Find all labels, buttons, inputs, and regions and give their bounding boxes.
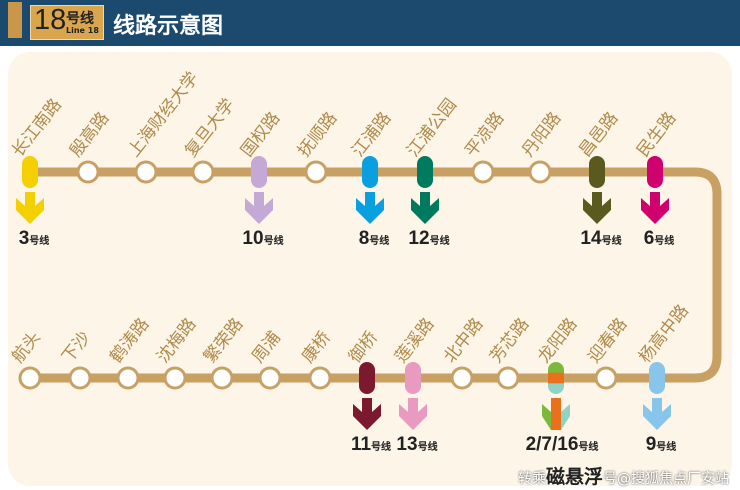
transfer-arrow-icon xyxy=(399,398,427,430)
transfer-line-label: 3号线 xyxy=(19,228,50,250)
line-en: Line 18 xyxy=(66,26,99,35)
transfer-suffix: 号线 xyxy=(654,236,675,247)
station-dot xyxy=(471,160,495,184)
transfer-suffix: 号线 xyxy=(371,442,392,453)
transfer-suffix: 号线 xyxy=(578,442,599,453)
transfer-arrow-icon xyxy=(643,398,671,430)
transfer-line-label: 6号线 xyxy=(644,228,675,250)
station-dot xyxy=(116,366,140,390)
station-dot xyxy=(210,366,234,390)
transfer-line-label: 10号线 xyxy=(242,228,283,250)
transfer-suffix: 号线 xyxy=(656,442,677,453)
station-dot xyxy=(134,160,158,184)
transfer-pill xyxy=(405,362,421,394)
transfer-line-number: 11 xyxy=(350,434,372,455)
transfer-line-label: 11号线 xyxy=(351,434,391,456)
line-badge: 18 号线 Line 18 xyxy=(30,4,104,40)
transfer-line-number: 9 xyxy=(645,434,657,455)
station-dot xyxy=(191,160,215,184)
station-dot xyxy=(450,366,474,390)
transfer-pill xyxy=(251,156,267,188)
transfer-arrow-icon xyxy=(411,192,439,224)
transfer-line-number: 14 xyxy=(580,228,602,249)
transfer-line-number: 10 xyxy=(242,228,264,249)
transfer-suffix: 号线 xyxy=(417,442,438,453)
transfer-pill xyxy=(589,156,605,188)
transfer-suffix: 号线 xyxy=(369,236,390,247)
transfer-line-label: 12号线 xyxy=(408,228,449,250)
transfer-pill xyxy=(417,156,433,188)
transfer-pill xyxy=(22,156,38,188)
transfer-line-number: 13 xyxy=(396,434,418,455)
line-number: 18 xyxy=(34,4,67,36)
transfer-pill xyxy=(362,156,378,188)
transfer-arrow-icon xyxy=(561,404,570,430)
page-title: 线路示意图 xyxy=(113,14,224,39)
transfer-line-label: 2/7/16号线 xyxy=(526,434,599,456)
transfer-line-label: 8号线 xyxy=(359,228,390,250)
transfer-pill xyxy=(647,156,663,188)
transfer-line-number: 6 xyxy=(643,228,655,249)
transfer-pill xyxy=(649,362,665,394)
station-dot xyxy=(528,160,552,184)
station-dot xyxy=(18,366,42,390)
station-dot xyxy=(496,366,520,390)
station-dot xyxy=(258,366,282,390)
transfer-arrow-icon xyxy=(542,404,551,430)
transfer-arrow-icon xyxy=(356,192,384,224)
station-dot xyxy=(308,366,332,390)
transfer-arrow-icon xyxy=(16,192,44,224)
transfer-suffix: 号线 xyxy=(263,236,284,247)
transfer-arrow-icon xyxy=(551,398,561,430)
header: 18 号线 Line 18 线路示意图 xyxy=(0,0,740,46)
transfer-pill xyxy=(548,383,564,394)
transfer-arrow-icon xyxy=(353,398,381,430)
transfer-pill xyxy=(359,362,375,394)
transfer-arrow-icon xyxy=(245,192,273,224)
transfer-pill xyxy=(548,362,564,374)
transfer-line-number: 12 xyxy=(408,228,430,249)
station-dot xyxy=(304,160,328,184)
station-dot xyxy=(68,366,92,390)
transfer-suffix: 号线 xyxy=(429,236,450,247)
maglev-label: 磁悬浮 xyxy=(546,466,604,488)
track-line xyxy=(25,167,722,383)
transfer-arrow-icon xyxy=(641,192,669,224)
transfer-line-label: 9号线 xyxy=(646,434,677,456)
transfer-pill xyxy=(548,372,564,384)
transfer-suffix: 号线 xyxy=(601,236,622,247)
transfer-line-number: 8 xyxy=(358,228,370,249)
transfer-line-number: 3 xyxy=(18,228,30,249)
transfer-suffix: 号线 xyxy=(29,236,50,247)
station-dot xyxy=(594,366,618,390)
watermark-text: 号@搜狐焦点厂安站 xyxy=(603,471,730,487)
station-dot xyxy=(163,366,187,390)
transfer-line-number: 2/7/16 xyxy=(525,434,579,455)
transfer-prefix: 转乘 xyxy=(518,471,546,487)
watermark: 转乘磁悬浮号@搜狐焦点厂安站 xyxy=(518,462,729,489)
transfer-line-label: 13号线 xyxy=(396,434,437,456)
header-accent xyxy=(8,2,22,38)
station-dot xyxy=(76,160,100,184)
transfer-arrow-icon xyxy=(583,192,611,224)
line-hao: 号线 xyxy=(66,11,94,27)
transfer-line-label: 14号线 xyxy=(580,228,621,250)
